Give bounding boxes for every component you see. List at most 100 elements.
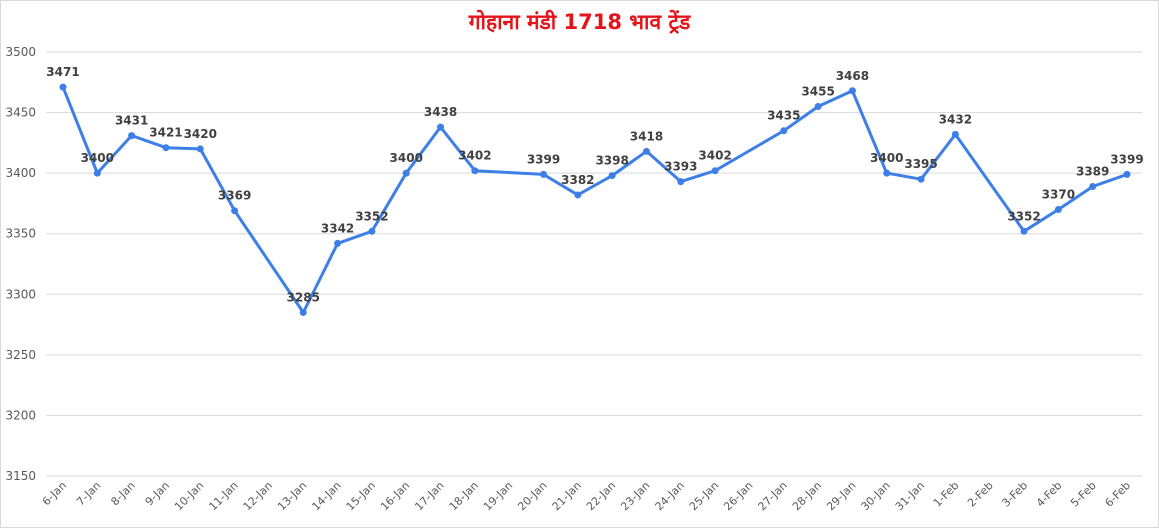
data-label: 3389 [1076,164,1109,178]
y-tick-label: 3250 [5,348,36,362]
x-tick-label: 13-Jan [275,479,309,513]
data-point [128,132,136,140]
x-tick-label: 7-Jan [74,479,103,508]
x-tick-label: 11-Jan [206,479,240,513]
y-tick-label: 3500 [5,45,36,59]
data-point [471,167,479,175]
x-tick-label: 16-Jan [378,479,412,513]
data-label: 3438 [424,105,457,119]
data-point [1054,205,1062,213]
x-tick-label: 25-Jan [687,479,721,513]
x-tick-label: 26-Jan [721,479,755,513]
data-label: 3369 [218,189,251,203]
x-tick-label: 9-Jan [143,479,172,508]
data-point [848,87,856,95]
y-tick-label: 3300 [5,287,36,301]
data-label: 3418 [630,129,663,143]
data-label: 3402 [698,149,731,163]
data-point [334,239,342,247]
data-label: 3370 [1042,187,1075,201]
data-label: 3432 [939,112,972,126]
x-tick-label: 4-Feb [1034,479,1065,510]
x-tick-label: 8-Jan [108,479,137,508]
data-label: 3400 [870,151,903,165]
data-label: 3402 [458,149,491,163]
data-point [402,169,410,177]
x-tick-label: 20-Jan [515,479,549,513]
data-point [883,169,891,177]
data-label: 3395 [904,157,937,171]
x-tick-label: 1-Feb [931,479,962,510]
x-tick-label: 29-Jan [824,479,858,513]
x-tick-label: 14-Jan [309,479,343,513]
x-tick-label: 21-Jan [550,479,584,513]
data-label: 3285 [287,290,320,304]
data-point [368,227,376,235]
data-point [780,127,788,135]
data-point [93,169,101,177]
data-point [1089,182,1097,190]
y-tick-label: 3400 [5,166,36,180]
data-label: 3393 [664,160,697,174]
x-tick-label: 19-Jan [481,479,515,513]
data-label: 3382 [561,173,594,187]
data-label: 3421 [149,126,182,140]
data-point [59,83,67,91]
x-tick-label: 10-Jan [172,479,206,513]
x-tick-label: 24-Jan [653,479,687,513]
data-label: 3455 [801,85,834,99]
x-tick-label: 27-Jan [756,479,790,513]
data-point [608,172,616,180]
data-point [642,147,650,155]
x-tick-label: 3-Feb [999,479,1030,510]
x-tick-label: 30-Jan [859,479,893,513]
data-label: 3399 [1110,152,1143,166]
data-point [1020,227,1028,235]
data-label: 3342 [321,221,354,235]
x-tick-label: 28-Jan [790,479,824,513]
data-point [437,123,445,131]
x-tick-label: 12-Jan [241,479,275,513]
data-label: 3399 [527,152,560,166]
data-label: 3431 [115,114,148,128]
series-line [61,85,1129,314]
data-label: 3468 [836,69,869,83]
data-label: 3400 [390,151,423,165]
x-tick-label: 6-Feb [1102,479,1133,510]
data-point [540,170,548,178]
data-label: 3352 [1007,209,1040,223]
data-point [162,144,170,152]
x-tick-label: 23-Jan [618,479,652,513]
chart-title: गोहाना मंडी 1718 भाव ट्रेंड [468,10,691,34]
data-point [231,207,239,215]
x-tick-label: 17-Jan [412,479,446,513]
data-point [814,103,822,111]
data-point [917,175,925,183]
x-tick-label: 31-Jan [893,479,927,513]
x-tick-label: 5-Feb [1068,479,1099,510]
data-label: 3420 [184,127,217,141]
x-tick-label: 18-Jan [447,479,481,513]
data-label: 3398 [595,154,628,168]
y-tick-label: 3350 [5,227,36,241]
y-tick-label: 3200 [5,408,36,422]
data-label: 3471 [46,65,79,79]
data-label: 3352 [355,209,388,223]
data-point [196,145,204,153]
data-point [677,178,685,186]
y-tick-label: 3450 [5,106,36,120]
data-point [1123,170,1131,178]
data-point [574,191,582,199]
x-tick-label: 6-Jan [40,479,69,508]
data-label: 3435 [767,109,800,123]
data-point [951,130,959,138]
data-point [711,167,719,175]
y-tick-label: 3150 [5,469,36,483]
x-tick-label: 15-Jan [344,479,378,513]
data-label: 3400 [81,151,114,165]
x-tick-label: 22-Jan [584,479,618,513]
data-point [299,308,307,316]
x-tick-label: 2-Feb [965,479,996,510]
